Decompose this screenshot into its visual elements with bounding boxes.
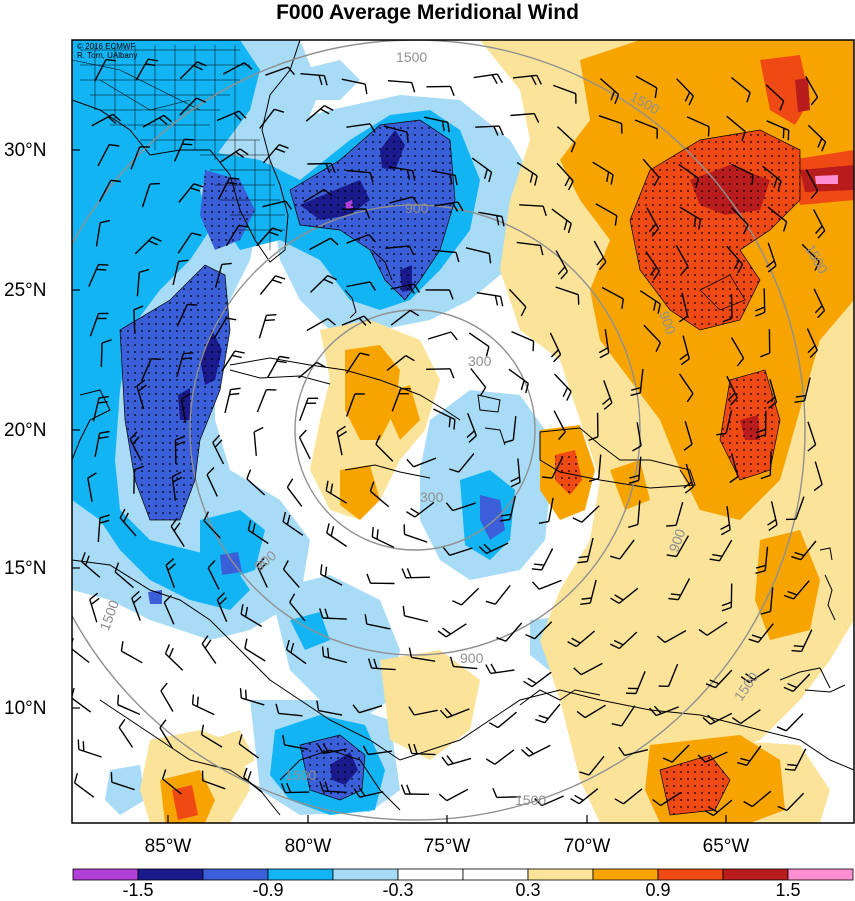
wind-barb-flag (266, 315, 276, 316)
wind-barb-shaft (307, 164, 331, 165)
colorbar-swatch (788, 869, 853, 880)
copyright-credit: © 2016 ECMWF (77, 42, 135, 51)
wind-barb-flag (454, 420, 455, 430)
wind-barb-shaft (732, 294, 733, 318)
wind-barb-flag (222, 263, 232, 264)
wind-barb-flag (377, 529, 378, 539)
wind-barb-flag (787, 765, 797, 766)
colorbar-label-neg1-5: -1.5 (122, 880, 153, 901)
colorbar-label-1-5: 1.5 (775, 880, 800, 901)
wind-barb-flag (533, 341, 534, 351)
wind-barb-flag (666, 525, 676, 526)
wind-barb-flag (792, 651, 802, 652)
lon-label-80w: 80°W (285, 836, 332, 858)
author-credit: R. Torn, UAlbany (77, 51, 137, 60)
wind-barb-flag (184, 139, 194, 140)
colorbar-label-0-3: 0.3 (515, 880, 540, 901)
wind-barb-flag (193, 694, 194, 704)
wind-barb-flag (187, 304, 197, 305)
wind-barb-flag (150, 184, 160, 185)
map-plot-area: 300 300 900 900 900 900 900 1500 1500 15… (25, 40, 854, 823)
colorbar-swatch (723, 869, 788, 880)
wind-barb-shaft (764, 288, 765, 312)
lon-label-70w: 70°W (564, 836, 611, 858)
wind-barb-flag (709, 127, 710, 137)
lon-label-65w: 65°W (703, 836, 750, 858)
wind-barb-flag (449, 417, 450, 427)
lat-label-30n: 30°N (4, 140, 46, 162)
wind-barb-flag (151, 359, 161, 360)
wind-barb-shaft (406, 577, 430, 578)
wind-barb-flag (96, 269, 106, 270)
colorbar-swatch (203, 869, 268, 880)
wind-barb-shaft (175, 440, 176, 464)
wind-barb-shaft (770, 451, 771, 475)
ring-label-900-top: 900 (405, 200, 429, 216)
wind-barb-shaft (101, 343, 102, 367)
colorbar-swatch (138, 869, 203, 880)
wind-barb-shaft (426, 369, 450, 370)
wind-barb-flag (78, 740, 79, 750)
lat-label-15n: 15°N (4, 558, 46, 580)
colorbar-label-0-9: 0.9 (645, 880, 670, 901)
wind-barb-flag (372, 527, 373, 537)
colorbar-swatch (73, 869, 138, 880)
ring-label-1500-bottom: 1500 (515, 792, 546, 808)
ring-label-1500-bottom-left: 1500 (285, 767, 316, 783)
wind-barb-flag (182, 358, 192, 359)
wind-barb-flag (265, 320, 275, 321)
colorbar (73, 869, 853, 880)
lat-label-20n: 20°N (4, 420, 46, 442)
wind-barb-flag (183, 353, 193, 354)
lat-label-25n: 25°N (4, 280, 46, 302)
wind-barb-flag (785, 769, 795, 770)
colorbar-swatch (658, 869, 723, 880)
ring-label-300-bottom: 300 (420, 489, 444, 505)
colorbar-swatch (463, 869, 528, 880)
ring-label-900-bottom: 900 (460, 650, 484, 666)
wind-barb-flag (246, 690, 247, 700)
colorbar-swatch (333, 869, 398, 880)
colorbar-swatch (268, 869, 333, 880)
lon-label-75w: 75°W (424, 836, 471, 858)
lon-label-85w: 85°W (145, 836, 192, 858)
wind-barb-flag (83, 741, 84, 751)
colorbar-swatch (398, 869, 463, 880)
wind-barb-flag (794, 646, 804, 647)
wind-barb-flag (98, 265, 108, 266)
colorbar-label-neg0-9: -0.9 (252, 880, 283, 901)
wind-barb-flag (241, 688, 242, 698)
wind-barb-flag (197, 697, 198, 707)
ring-label-300-top: 300 (468, 353, 492, 369)
colorbar-label-neg0-3: -0.3 (382, 880, 413, 901)
wind-barb-flag (783, 128, 784, 138)
wind-barb-flag (752, 175, 753, 185)
wind-barb-flag (118, 695, 119, 705)
wind-barb-shaft (285, 792, 309, 793)
colorbar-swatch (593, 869, 658, 880)
lat-label-10n: 10°N (4, 698, 46, 720)
ring-label-1500-top: 1500 (396, 49, 427, 65)
wind-barb-flag (182, 144, 192, 145)
colorbar-swatch (528, 869, 593, 880)
